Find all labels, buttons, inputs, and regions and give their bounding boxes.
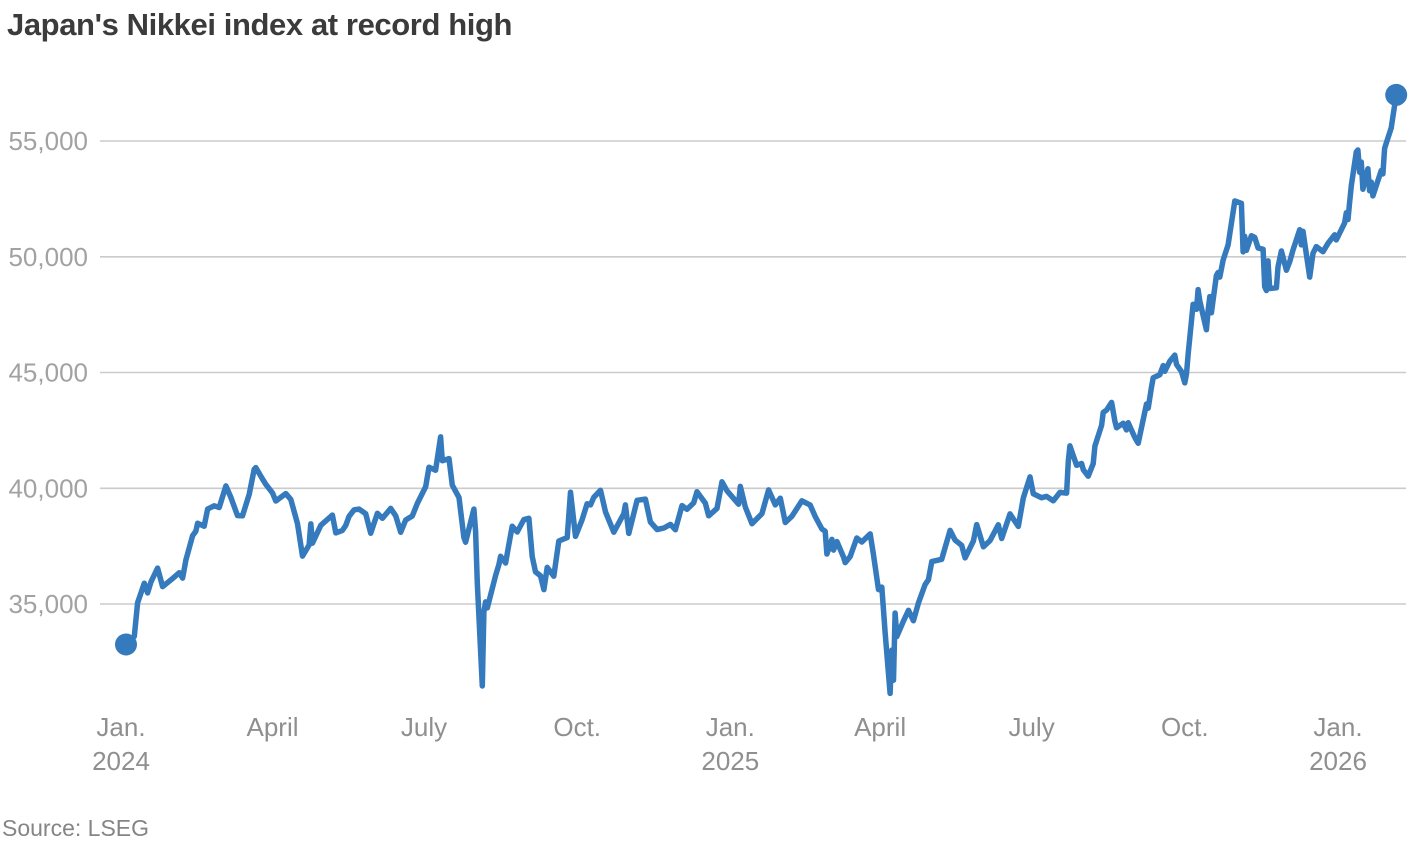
x-axis-tick-label: Jan.: [1313, 712, 1362, 742]
series-start-dot: [115, 633, 137, 656]
x-axis-year-label: 2026: [1309, 746, 1367, 776]
x-axis-tick-label: April: [246, 712, 298, 742]
y-axis-tick-label: 55,000: [8, 126, 88, 156]
x-axis-year-label: 2025: [701, 746, 759, 776]
record-high-dot: [1385, 83, 1408, 106]
x-axis-tick-label: July: [401, 712, 447, 742]
chart-title: Japan's Nikkei index at record high: [7, 7, 513, 42]
nikkei-price-line: [123, 92, 1399, 697]
y-axis-tick-label: 35,000: [8, 589, 88, 619]
x-axis-tick-label: April: [854, 712, 906, 742]
x-axis-tick-label: Jan.: [706, 712, 755, 742]
y-axis-tick-label: 40,000: [8, 473, 88, 503]
x-axis-tick-label: July: [1008, 712, 1054, 742]
y-axis-tick-label: 50,000: [8, 242, 88, 272]
x-axis-tick-label: Oct.: [1161, 712, 1209, 742]
x-axis-tick-label: Oct.: [553, 712, 601, 742]
y-axis-tick-label: 45,000: [8, 358, 88, 388]
x-axis-year-label: 2024: [92, 746, 150, 776]
x-axis-tick-label: Jan.: [96, 712, 145, 742]
source-label: Source: LSEG: [2, 815, 150, 841]
